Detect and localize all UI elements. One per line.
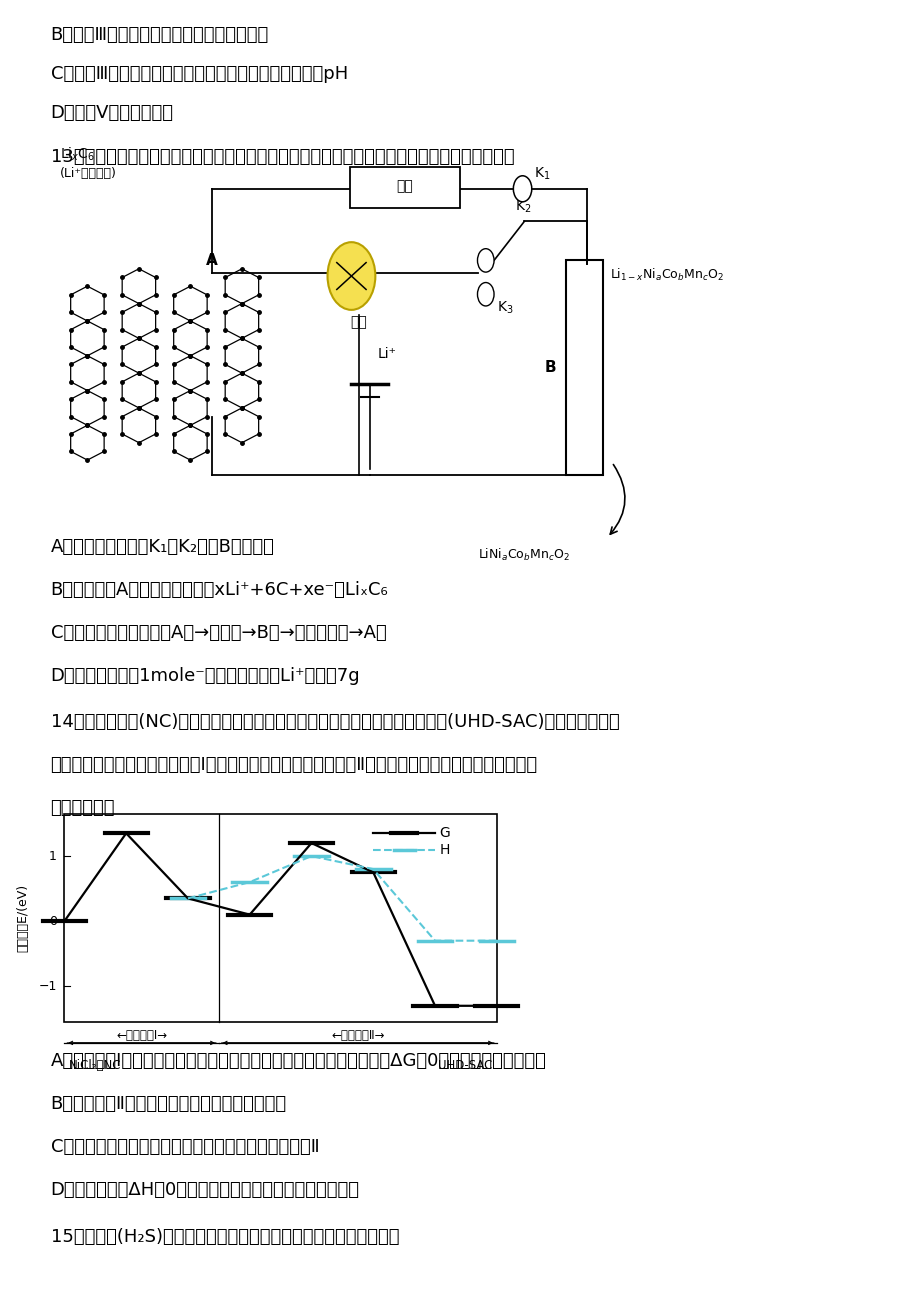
Text: Li⁺: Li⁺ — [377, 348, 396, 361]
Circle shape — [513, 176, 531, 202]
Text: B．步骤Ⅲ从反应后溶液分离甲醇可用蒸馏法: B．步骤Ⅲ从反应后溶液分离甲醇可用蒸馏法 — [51, 26, 268, 44]
Text: A: A — [206, 253, 217, 268]
Text: 相对能量E/(eV): 相对能量E/(eV) — [17, 884, 29, 952]
Circle shape — [477, 249, 494, 272]
Bar — [349, 167, 460, 208]
Text: 14．现以掺氮碳(NC)、氯化镍为原料在恒温条件下合成超高密度单原子催化剂(UHD-SAC)，常温常压下，: 14．现以掺氮碳(NC)、氯化镍为原料在恒温条件下合成超高密度单原子催化剂(UH… — [51, 713, 618, 732]
FancyArrowPatch shape — [67, 1042, 213, 1044]
Text: K$_3$: K$_3$ — [496, 299, 513, 316]
Text: D．外电路每通过1mole⁻时，通过隔膜的Li⁺质量为7g: D．外电路每通过1mole⁻时，通过隔膜的Li⁺质量为7g — [51, 667, 360, 685]
Text: NiCl₂，NC: NiCl₂，NC — [69, 1059, 121, 1072]
Text: G: G — [439, 827, 450, 840]
Text: UHD-SAC: UHD-SAC — [437, 1059, 492, 1072]
Circle shape — [477, 283, 494, 306]
Text: 法中正确的是: 法中正确的是 — [51, 799, 115, 818]
Text: 其机理如图所示。已知基元反应Ⅰ需在高压环境下进行，基元反应Ⅱ在任何条件下均可自发进行。下列说: 其机理如图所示。已知基元反应Ⅰ需在高压环境下进行，基元反应Ⅱ在任何条件下均可自发… — [51, 756, 537, 775]
Text: 13．目前新能源汽车多采用三元锂电池，某三元锂电池的工作原理如图所示，下列说法正确的是: 13．目前新能源汽车多采用三元锂电池，某三元锂电池的工作原理如图所示，下列说法正… — [51, 148, 514, 167]
Text: Li$_{1-x}$Ni$_a$Co$_b$Mn$_c$O$_2$: Li$_{1-x}$Ni$_a$Co$_b$Mn$_c$O$_2$ — [609, 267, 723, 283]
Text: A．充电时，需连接K₁，K₂，且B极为阴极: A．充电时，需连接K₁，K₂，且B极为阴极 — [51, 538, 274, 556]
Text: 电源: 电源 — [396, 180, 413, 193]
Text: −1: −1 — [39, 980, 57, 992]
Text: K$_2$: K$_2$ — [515, 198, 531, 215]
Text: ←基元反应Ⅰ→: ←基元反应Ⅰ→ — [116, 1029, 167, 1042]
Text: 隔膜: 隔膜 — [350, 315, 367, 329]
Text: C．放电时，电子流向为A极→用电器→B极→电解质溶液→A极: C．放电时，电子流向为A极→用电器→B极→电解质溶液→A极 — [51, 624, 386, 642]
FancyArrowPatch shape — [609, 465, 624, 534]
Bar — [565, 260, 602, 475]
Text: D．由于总反应ΔH＜0，故在工业生产中，反应温度越低越好: D．由于总反应ΔH＜0，故在工业生产中，反应温度越低越好 — [51, 1181, 359, 1199]
Bar — [64, 814, 496, 1022]
FancyArrowPatch shape — [221, 1042, 492, 1044]
Text: Li$_x$C$_6$: Li$_x$C$_6$ — [60, 146, 95, 163]
Text: 15．氢硫酸(H₂S)是二元弱酸，常温下，某同学做了如下三组实验：: 15．氢硫酸(H₂S)是二元弱酸，常温下，某同学做了如下三组实验： — [51, 1228, 399, 1246]
Text: (Li⁺嵌入石墨): (Li⁺嵌入石墨) — [60, 167, 117, 180]
Text: B．放电时，A极发生的反应为：xLi⁺+6C+xe⁻＝LiₓC₆: B．放电时，A极发生的反应为：xLi⁺+6C+xe⁻＝LiₓC₆ — [51, 581, 388, 599]
Text: H: H — [439, 842, 449, 857]
Text: 1: 1 — [49, 850, 57, 862]
Text: ←基元反应Ⅱ→: ←基元反应Ⅱ→ — [331, 1029, 384, 1042]
Circle shape — [327, 242, 375, 310]
Text: C．从总反应来看，决定该过程反应快慢的是基元反应Ⅱ: C．从总反应来看，决定该过程反应快慢的是基元反应Ⅱ — [51, 1138, 319, 1156]
Text: A．基元反应Ⅰ需在高压环境下进行的原因可能是高压环境对其做功，使ΔG＜0，从而使反应可以进行: A．基元反应Ⅰ需在高压环境下进行的原因可能是高压环境对其做功，使ΔG＜0，从而使… — [51, 1052, 546, 1070]
Text: B: B — [544, 361, 556, 375]
Text: D．步骤Ⅴ可用乙醚洗涤: D．步骤Ⅴ可用乙醚洗涤 — [51, 104, 174, 122]
Text: C．步骤Ⅲ应该滴加盐酸至恰好完全反应，方便后续调节pH: C．步骤Ⅲ应该滴加盐酸至恰好完全反应，方便后续调节pH — [51, 65, 347, 83]
FancyArrowPatch shape — [69, 1042, 216, 1044]
Text: B．基元反应Ⅱ的过程中反应体系的熵呈减少趋势: B．基元反应Ⅱ的过程中反应体系的熵呈减少趋势 — [51, 1095, 287, 1113]
Text: 0: 0 — [49, 915, 57, 927]
Text: K$_1$: K$_1$ — [533, 165, 550, 182]
Text: LiNi$_a$Co$_b$Mn$_c$O$_2$: LiNi$_a$Co$_b$Mn$_c$O$_2$ — [478, 547, 570, 562]
FancyArrowPatch shape — [223, 1042, 494, 1044]
